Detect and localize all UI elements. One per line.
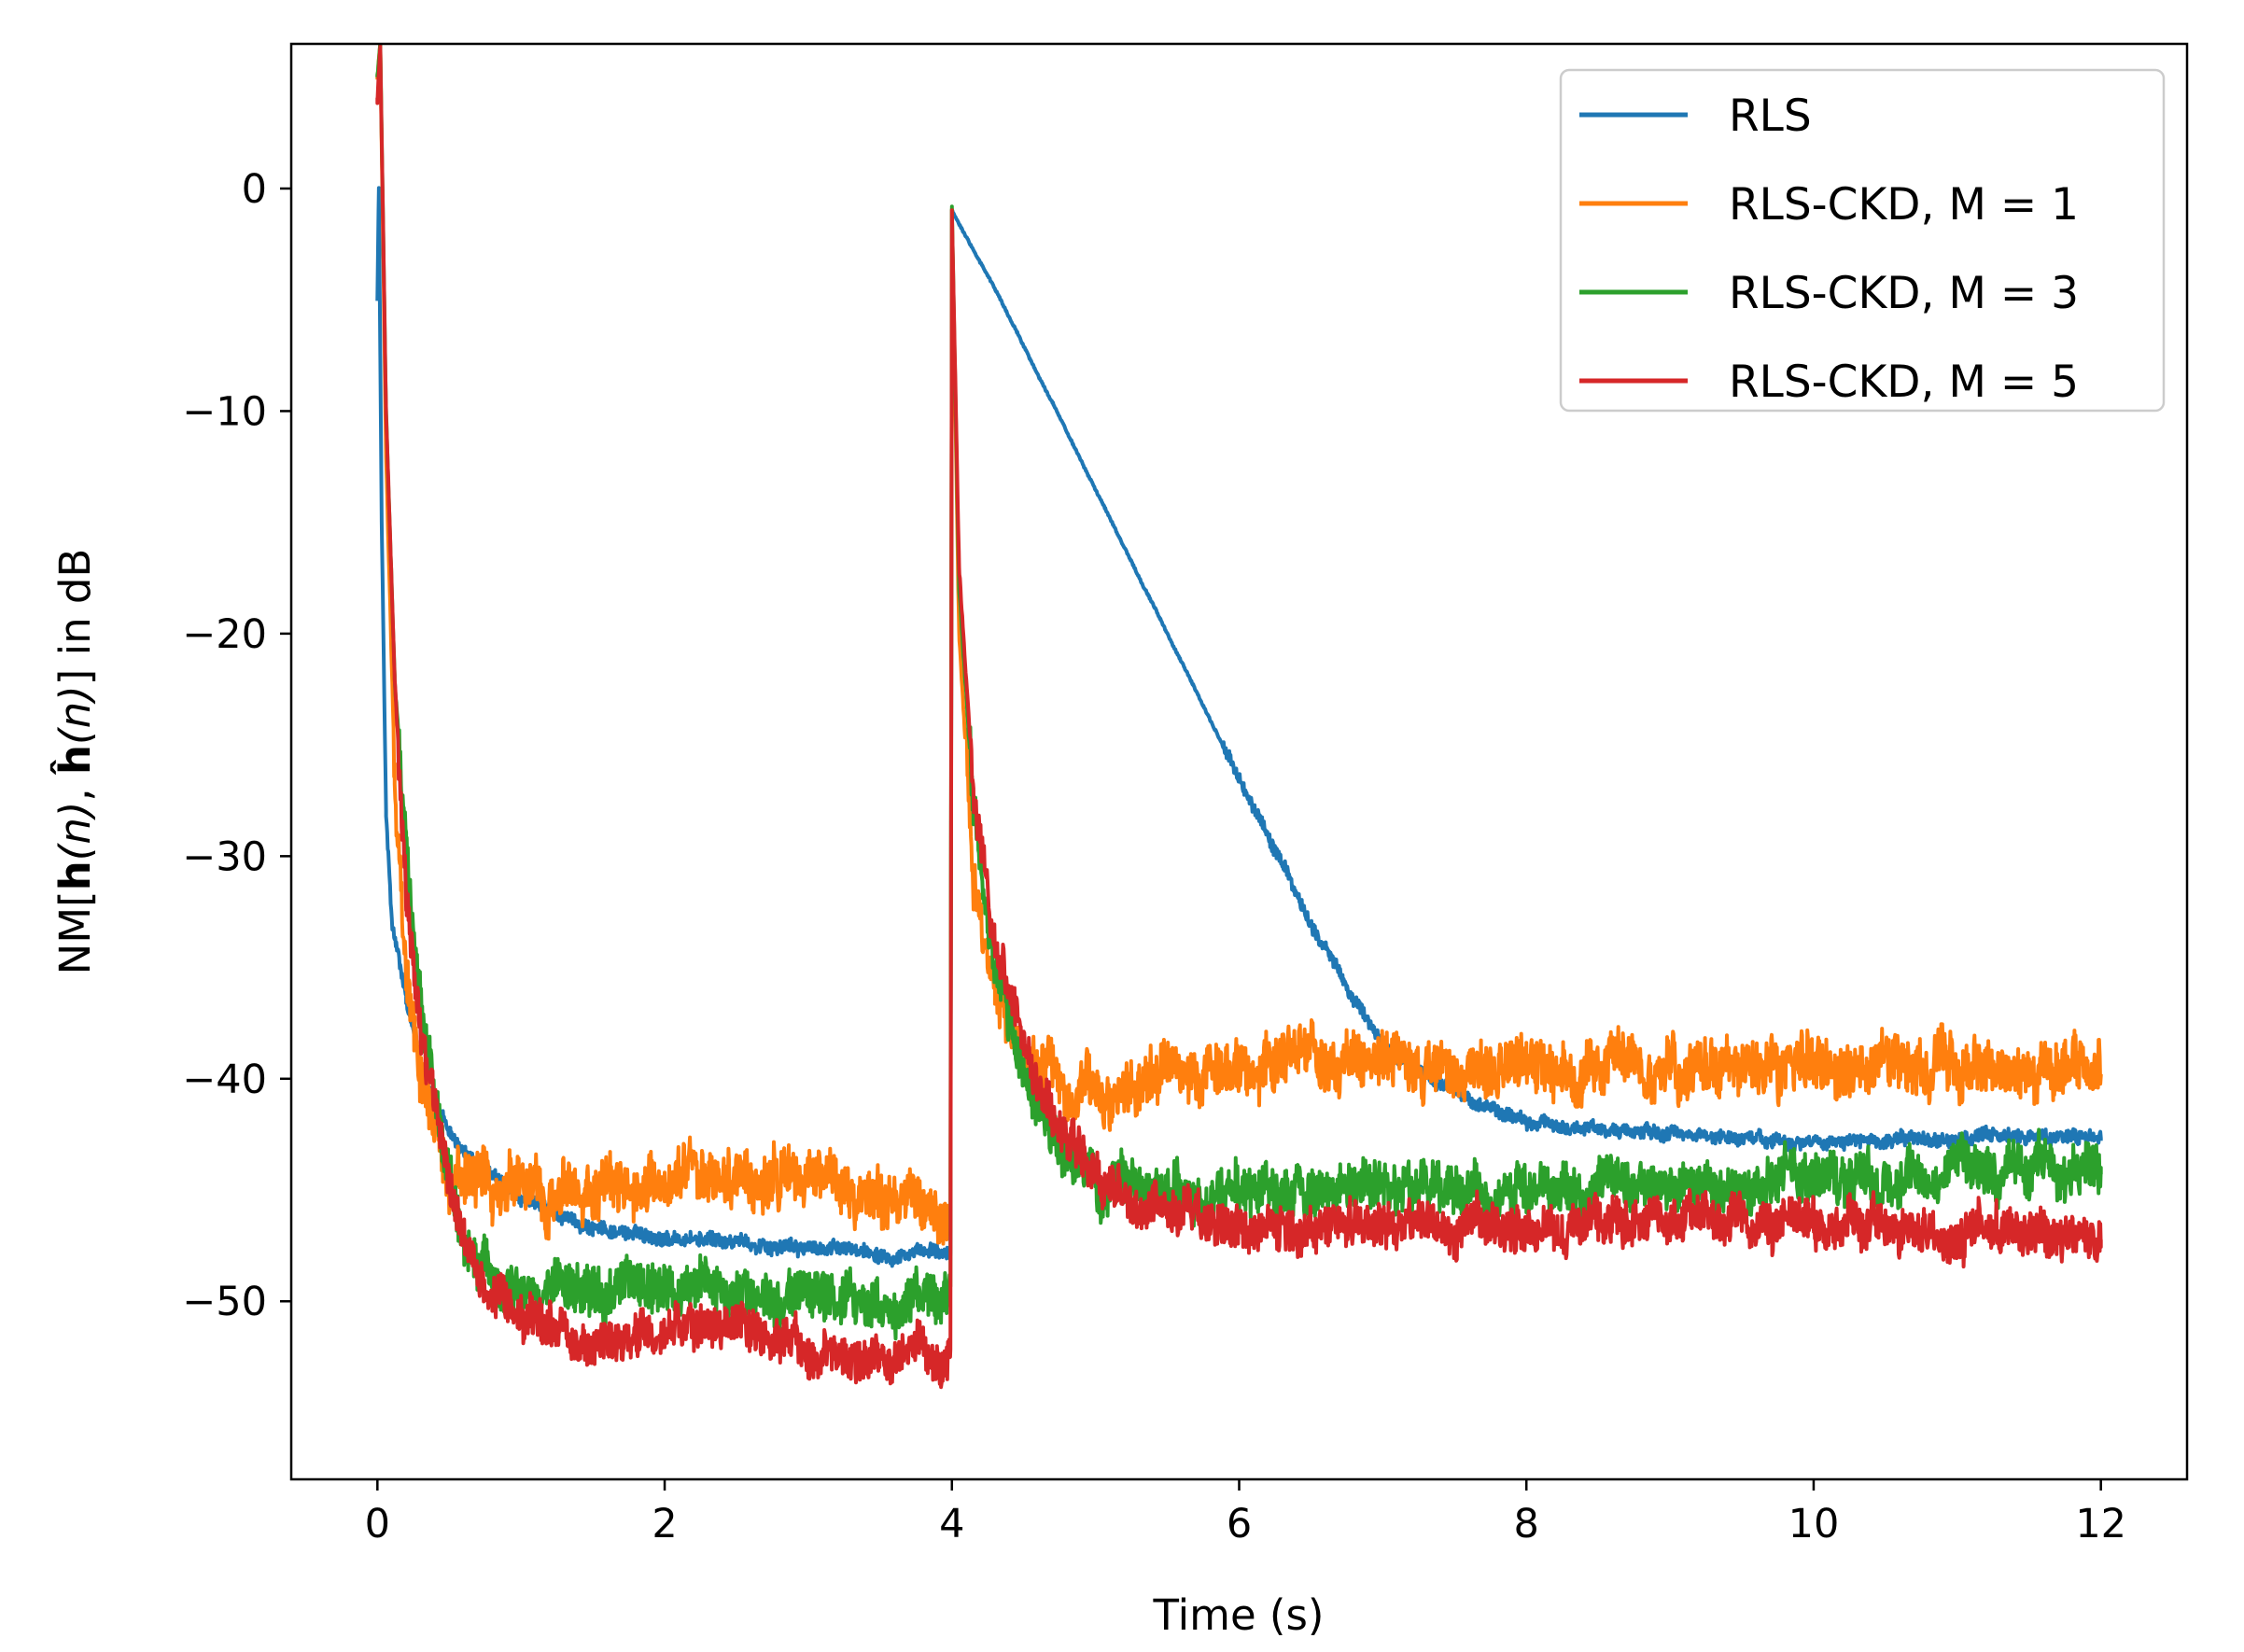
y-tick-label: −30 (182, 833, 267, 880)
y-axis-title-n-2: (n) (50, 685, 100, 745)
series-line-2 (375, 44, 2103, 1246)
y-tick-label: 0 (242, 166, 267, 213)
y-axis-title: NM[h(n), ĥ(n)] in dB (50, 549, 100, 975)
series-line-1 (375, 186, 2103, 1268)
y-tick-label: −50 (182, 1279, 267, 1325)
legend-label: RLS-CKD, M = 5 (1729, 357, 2079, 408)
legend: RLS RLS-CKD, M = 1 RLS-CKD, M = 3 RLS-CKD, … (1559, 68, 2166, 413)
series-layer (375, 44, 2103, 1390)
y-axis-title-n: (n) (50, 802, 100, 861)
series-line-4 (375, 44, 2103, 1390)
y-tick-label: −20 (182, 611, 267, 658)
x-tick-label: 0 (365, 1501, 390, 1547)
y-axis-title-h-hat: ĥ (50, 745, 100, 776)
x-tick-label: 10 (1788, 1501, 1840, 1547)
x-tick-label: 6 (1227, 1501, 1252, 1547)
legend-label: RLS-CKD, M = 3 (1729, 268, 2079, 319)
y-tick-label: −10 (182, 388, 267, 435)
legend-box (1559, 68, 2166, 413)
x-tick-label: 4 (939, 1501, 964, 1547)
x-tick-label: 8 (1514, 1501, 1539, 1547)
y-axis: 0 −10 −20 −30 −40 −50 (182, 166, 291, 1325)
y-axis-title-prefix: NM[ (50, 890, 100, 974)
series-line-3 (375, 44, 2103, 1341)
legend-label: RLS-CKD, M = 1 (1729, 179, 2079, 231)
y-axis-title-sep: , (50, 775, 100, 802)
x-tick-label: 2 (652, 1501, 677, 1547)
y-axis-title-suffix: ] in dB (50, 549, 100, 686)
y-tick-label: −40 (182, 1057, 267, 1103)
x-axis-title: Time (s) (1153, 1590, 1325, 1640)
y-axis-title-h: h (50, 861, 100, 890)
x-axis: 0 2 4 6 8 10 12 (365, 1479, 2126, 1547)
x-tick-label: 12 (2075, 1501, 2126, 1547)
legend-label: RLS (1729, 91, 1812, 142)
